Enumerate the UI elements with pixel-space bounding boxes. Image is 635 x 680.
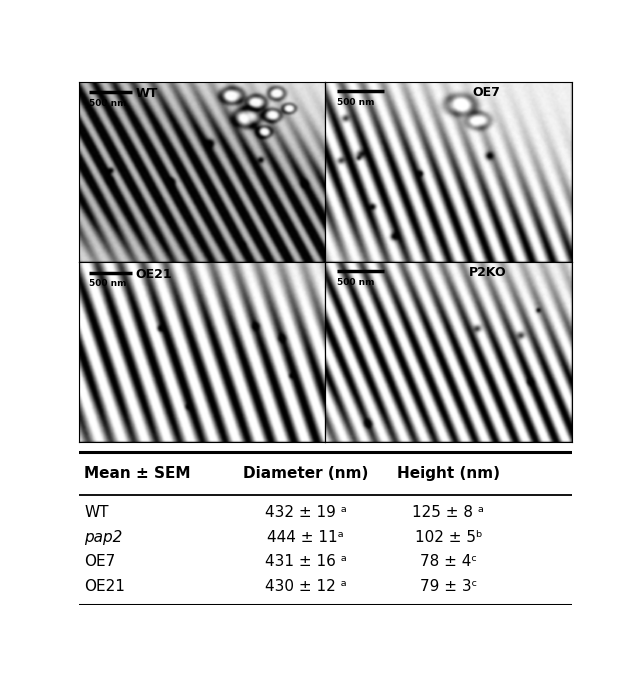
Text: Height (nm): Height (nm): [397, 466, 500, 481]
Text: 79 ± 3ᶜ: 79 ± 3ᶜ: [420, 579, 477, 594]
Text: WT: WT: [84, 505, 109, 520]
Text: 102 ± 5ᵇ: 102 ± 5ᵇ: [415, 530, 482, 545]
Text: Mean ± SEM: Mean ± SEM: [84, 466, 190, 481]
Text: 500 nm: 500 nm: [337, 278, 375, 287]
Text: 500 nm: 500 nm: [89, 99, 126, 108]
Text: pap2: pap2: [84, 530, 123, 545]
Text: OE7: OE7: [473, 86, 501, 99]
Text: 78 ± 4ᶜ: 78 ± 4ᶜ: [420, 554, 477, 569]
Text: 432 ± 19 ᵃ: 432 ± 19 ᵃ: [265, 505, 347, 520]
Text: 500 nm: 500 nm: [337, 98, 375, 107]
Text: WT: WT: [135, 88, 158, 101]
Text: 125 ± 8 ᵃ: 125 ± 8 ᵃ: [413, 505, 485, 520]
Text: OE21: OE21: [84, 579, 125, 594]
Text: P2KO: P2KO: [469, 266, 507, 279]
Text: Diameter (nm): Diameter (nm): [243, 466, 368, 481]
Text: OE21: OE21: [135, 268, 172, 281]
Text: 444 ± 11ᵃ: 444 ± 11ᵃ: [267, 530, 344, 545]
Text: 500 nm: 500 nm: [89, 279, 126, 288]
Text: 430 ± 12 ᵃ: 430 ± 12 ᵃ: [265, 579, 347, 594]
Text: OE7: OE7: [84, 554, 116, 569]
Text: 431 ± 16 ᵃ: 431 ± 16 ᵃ: [265, 554, 347, 569]
